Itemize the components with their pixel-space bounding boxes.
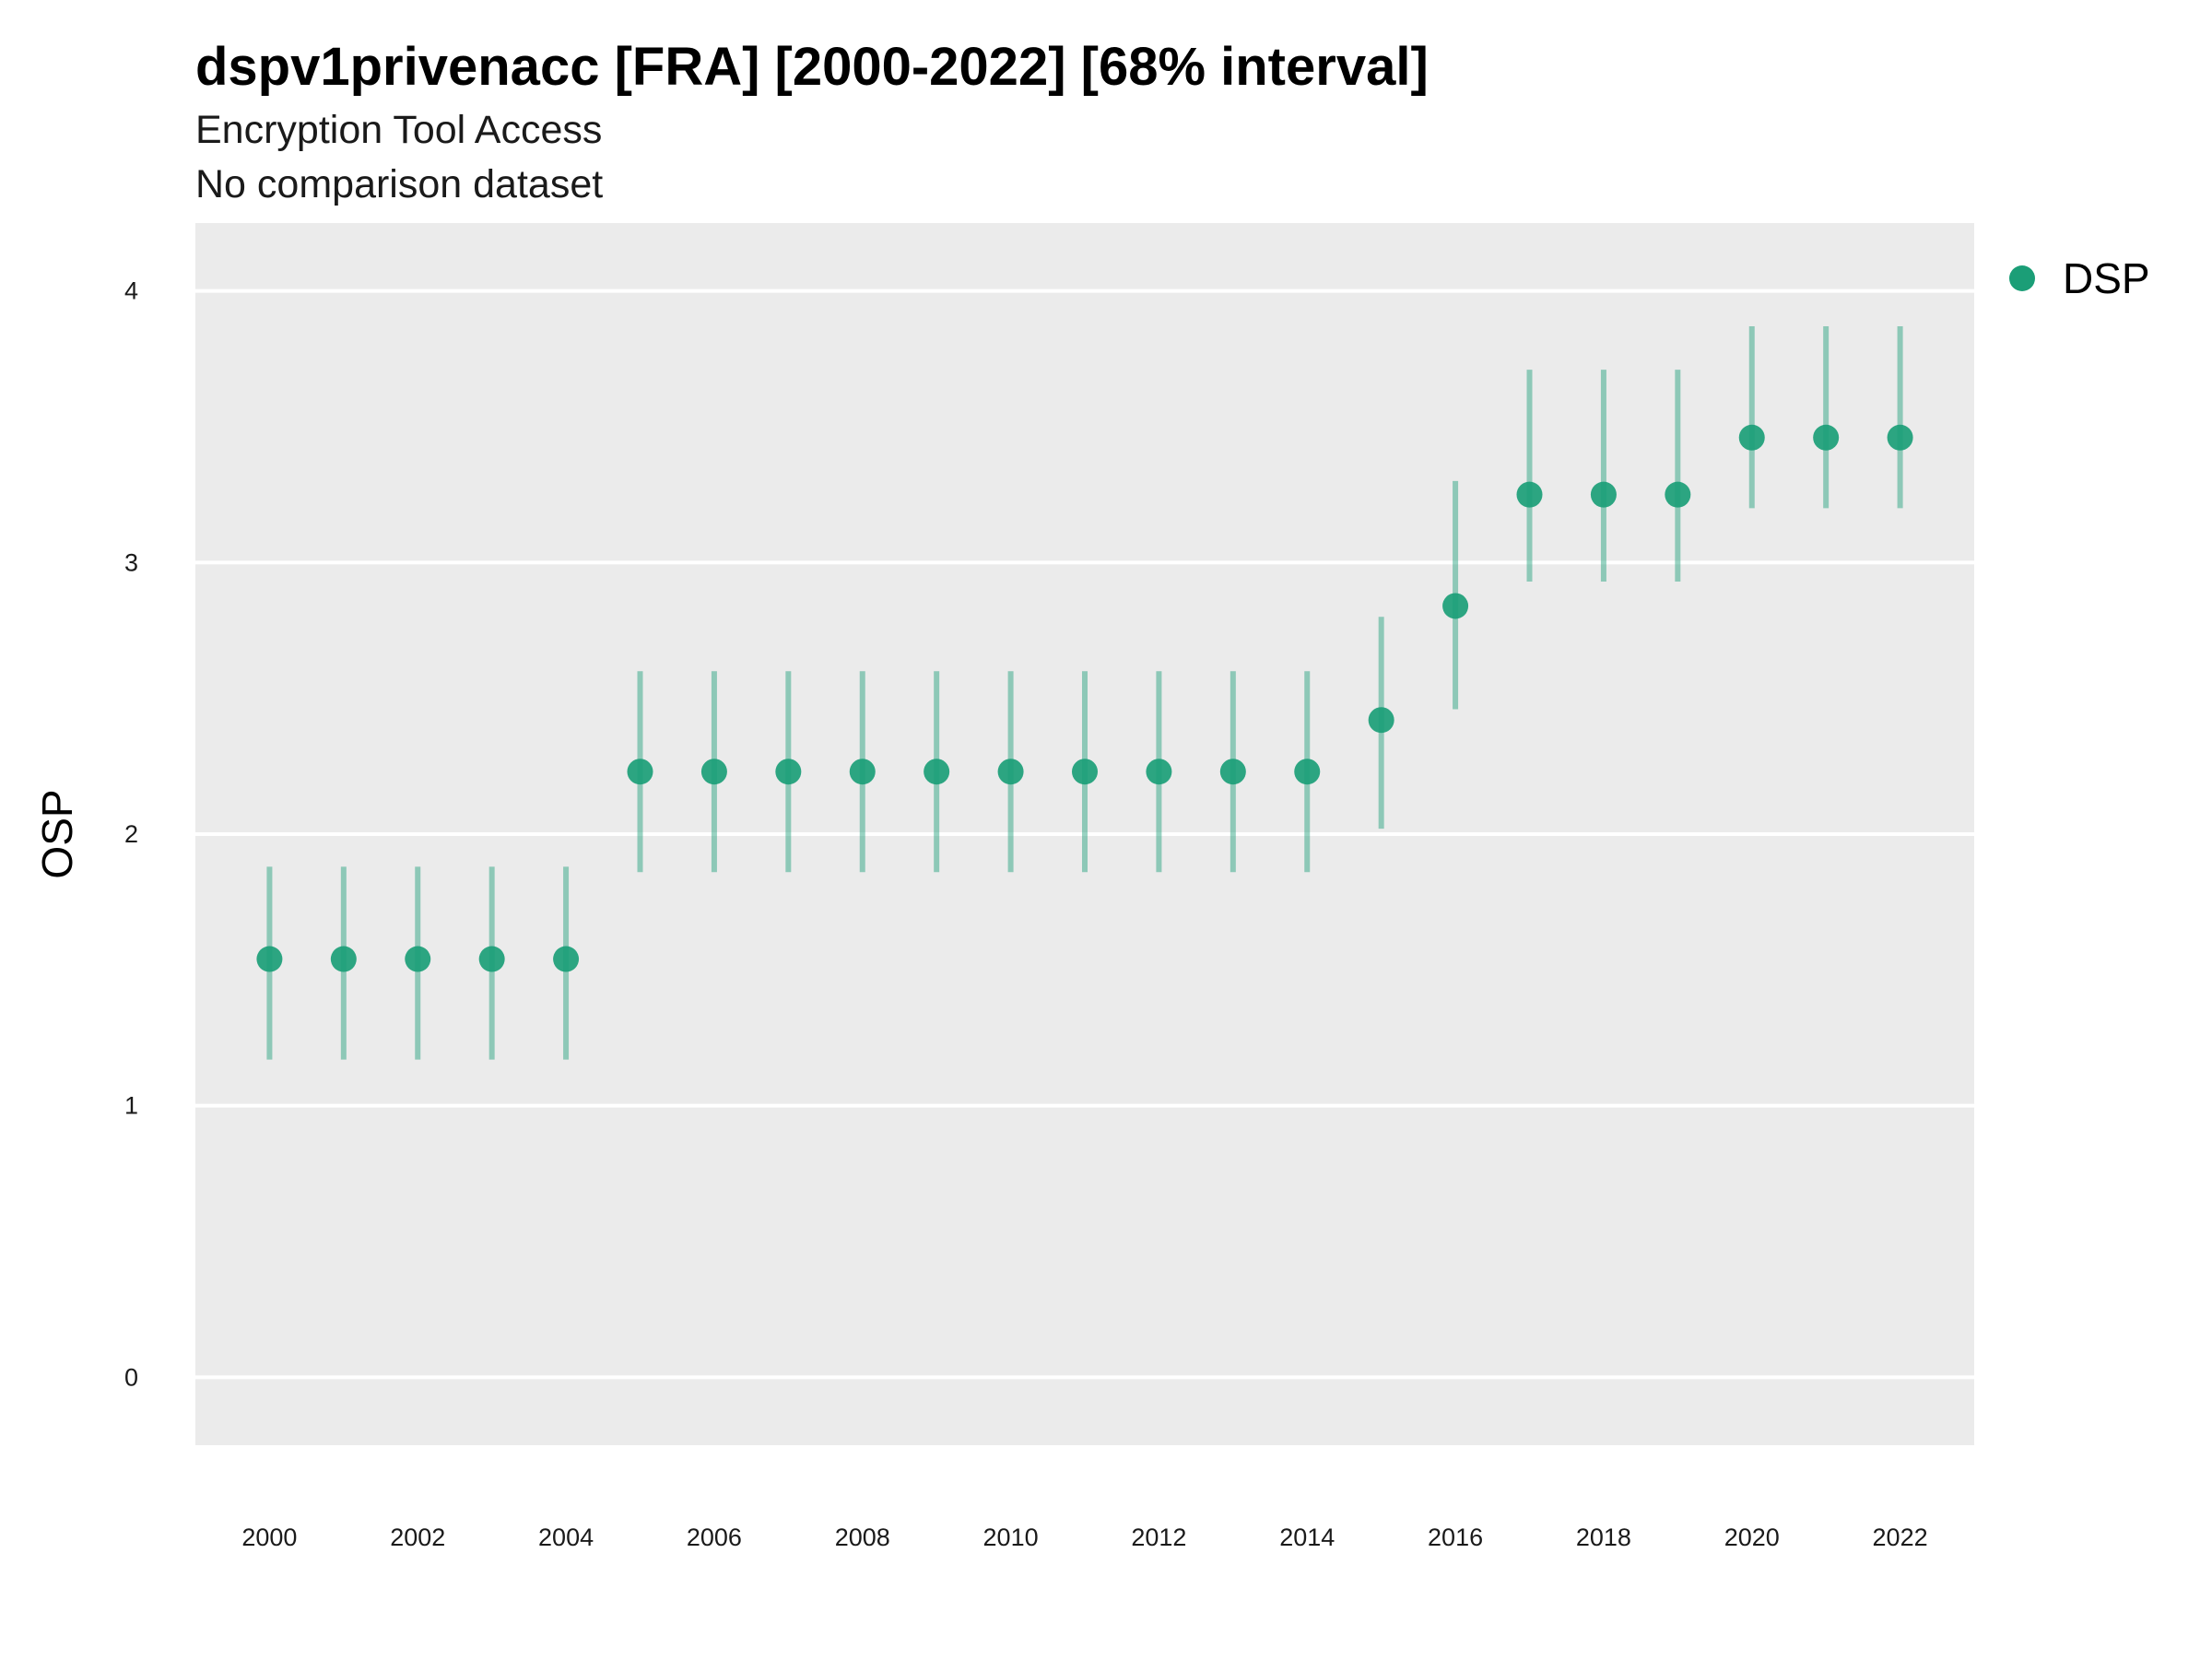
data-point-2005 [627, 759, 653, 785]
data-point-2022 [1887, 424, 1913, 451]
y-tick-label-4: 4 [124, 277, 138, 305]
data-points [256, 424, 1913, 972]
y-tick-label-1: 1 [124, 1092, 138, 1120]
data-point-2018 [1590, 481, 1617, 508]
data-point-2010 [997, 759, 1024, 785]
y-tick-label-0: 0 [124, 1363, 138, 1391]
data-point-2015 [1368, 707, 1394, 734]
data-point-2000 [256, 946, 283, 972]
chart-subtitle: Encryption Tool Access [195, 108, 602, 152]
data-point-2011 [1072, 759, 1098, 785]
data-point-2021 [1813, 424, 1840, 451]
data-point-2001 [330, 946, 357, 972]
data-point-2007 [775, 759, 802, 785]
y-tick-label-3: 3 [124, 548, 138, 576]
x-tick-label-2022: 2022 [1873, 1524, 1928, 1551]
x-tick-label-2006: 2006 [687, 1524, 742, 1551]
x-axis-ticks: 2000 2002 2004 2006 2008 2010 2012 2014 2016 2018… [241, 1524, 1927, 1551]
x-tick-label-2010: 2010 [983, 1524, 1039, 1551]
y-tick-label-2: 2 [124, 820, 138, 848]
x-tick-label-2020: 2020 [1724, 1524, 1780, 1551]
chart-title: dspv1privenacc [FRA] [2000-2022] [68% in… [195, 37, 1429, 97]
x-tick-label-2000: 2000 [241, 1524, 297, 1551]
data-point-2016 [1442, 593, 1469, 619]
legend-swatch-dsp [2009, 265, 2035, 291]
x-tick-label-2014: 2014 [1279, 1524, 1335, 1551]
y-axis-title: OSP [33, 789, 81, 878]
data-point-2013 [1219, 759, 1246, 785]
legend: DSP [2009, 254, 2150, 302]
data-point-2004 [553, 946, 580, 972]
data-point-2020 [1738, 424, 1765, 451]
data-point-2006 [700, 759, 727, 785]
data-point-2008 [849, 759, 876, 785]
data-point-2003 [478, 946, 505, 972]
legend-label-dsp: DSP [2063, 254, 2150, 302]
gridlines [195, 288, 1974, 1380]
x-tick-label-2008: 2008 [835, 1524, 890, 1551]
data-point-2002 [405, 946, 431, 972]
data-point-2017 [1516, 481, 1543, 508]
data-point-2012 [1146, 759, 1172, 785]
x-tick-label-2012: 2012 [1131, 1524, 1186, 1551]
y-axis-ticks: 0 1 2 3 4 [124, 277, 138, 1392]
data-point-2019 [1665, 481, 1691, 508]
data-point-2009 [924, 759, 950, 785]
x-tick-label-2016: 2016 [1428, 1524, 1483, 1551]
data-point-2014 [1294, 759, 1321, 785]
x-tick-label-2002: 2002 [390, 1524, 445, 1551]
x-tick-label-2004: 2004 [538, 1524, 594, 1551]
x-tick-label-2018: 2018 [1576, 1524, 1631, 1551]
chart-subtitle-secondary: No comparison dataset [195, 162, 603, 206]
